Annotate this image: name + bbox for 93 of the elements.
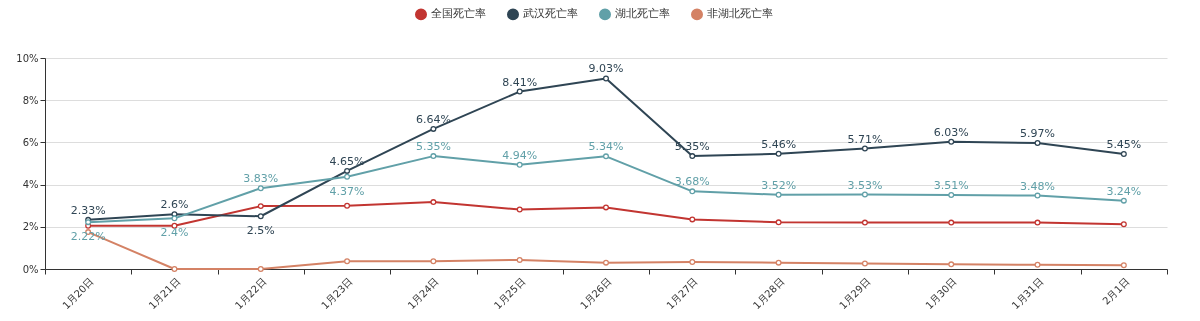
data-label: 3.51% (933, 178, 969, 192)
x-tick-label: 1月26日 (578, 275, 614, 312)
point (603, 204, 609, 211)
data-label: 3.83% (243, 172, 279, 186)
x-tick-label: 1月25日 (491, 275, 528, 312)
x-tick-label: 1月30日 (923, 275, 959, 312)
point (948, 138, 955, 145)
legend-label: 非湖北死亡率 (707, 7, 773, 21)
point (516, 161, 523, 168)
data-label: 3.24% (1106, 184, 1142, 198)
point (516, 256, 523, 263)
point (1120, 151, 1127, 157)
point (1034, 219, 1041, 226)
point (689, 216, 696, 223)
y-tick-label: 4% (22, 179, 39, 191)
y-tick-label: 6% (22, 136, 39, 148)
data-label: 4.37% (329, 184, 365, 198)
point (516, 206, 523, 213)
point (344, 258, 351, 265)
y-tick-label: 8% (22, 94, 39, 106)
data-label: 8.41% (502, 75, 538, 89)
point (948, 191, 955, 198)
point (430, 258, 437, 265)
point (344, 173, 351, 180)
x-tick-label: 1月20日 (60, 275, 96, 312)
point (1034, 192, 1041, 199)
data-label: 9.03% (588, 62, 624, 76)
x-tick-label: 1月29日 (837, 275, 873, 312)
point (430, 125, 437, 132)
data-label: 2.6% (160, 198, 189, 212)
point (1034, 261, 1041, 268)
point (689, 153, 696, 160)
point (603, 153, 609, 160)
data-label: 4.65% (329, 154, 365, 168)
data-label: 5.97% (1020, 127, 1056, 141)
point (1120, 262, 1127, 269)
point (775, 259, 782, 266)
legend-label: 湖北死亡率 (615, 7, 670, 21)
point (171, 266, 178, 272)
data-label: 2.33% (70, 203, 106, 217)
data-label: 3.48% (1020, 179, 1056, 193)
x-tick-label: 1月21日 (146, 275, 183, 312)
data-label: 5.46% (761, 137, 797, 151)
data-label: 3.68% (674, 175, 710, 189)
data-label: 6.03% (933, 125, 969, 139)
point (257, 266, 264, 272)
legend-label: 全国死亡率 (431, 7, 486, 21)
point (948, 219, 955, 226)
data-label: 5.45% (1106, 138, 1142, 152)
point (689, 188, 696, 195)
data-label: 5.71% (847, 132, 883, 146)
x-tick-label: 2月1日 (1100, 275, 1132, 307)
data-label: 2.4% (160, 226, 189, 240)
point (948, 261, 955, 268)
point (1120, 197, 1127, 204)
x-tick-label: 1月22日 (232, 275, 269, 312)
data-label: 3.52% (761, 178, 797, 192)
y-tick-label: 0% (22, 263, 39, 275)
point (257, 213, 264, 220)
point (344, 202, 351, 209)
data-label: 5.34% (588, 140, 624, 154)
data-label: 5.35% (415, 140, 451, 154)
point (171, 215, 178, 222)
point (257, 203, 264, 210)
point (344, 167, 351, 174)
point (861, 219, 868, 226)
legend-label: 武汉死亡率 (523, 7, 578, 21)
x-tick-label: 1月31日 (1009, 275, 1046, 312)
point (861, 260, 868, 267)
point (775, 191, 782, 198)
point (1120, 221, 1127, 228)
x-tick-label: 1月24日 (405, 275, 441, 312)
y-tick-label: 2% (22, 221, 39, 233)
point (689, 259, 696, 266)
data-label: 2.5% (246, 224, 275, 238)
point (603, 75, 609, 82)
data-label: 6.64% (415, 112, 451, 126)
point (430, 199, 437, 206)
x-tick-label: 1月28日 (750, 275, 787, 312)
point (516, 88, 523, 95)
data-label: 3.53% (847, 178, 883, 192)
x-tick-label: 1月27日 (664, 275, 700, 312)
point (861, 145, 868, 152)
x-tick-label: 1月23日 (319, 275, 355, 312)
point (257, 185, 264, 192)
y-tick-label: 10% (16, 52, 39, 64)
data-label: 4.94% (502, 148, 538, 162)
point (775, 150, 782, 157)
point (775, 219, 782, 226)
point (861, 191, 868, 198)
point (603, 259, 609, 266)
point (430, 153, 437, 160)
point (1034, 140, 1041, 147)
